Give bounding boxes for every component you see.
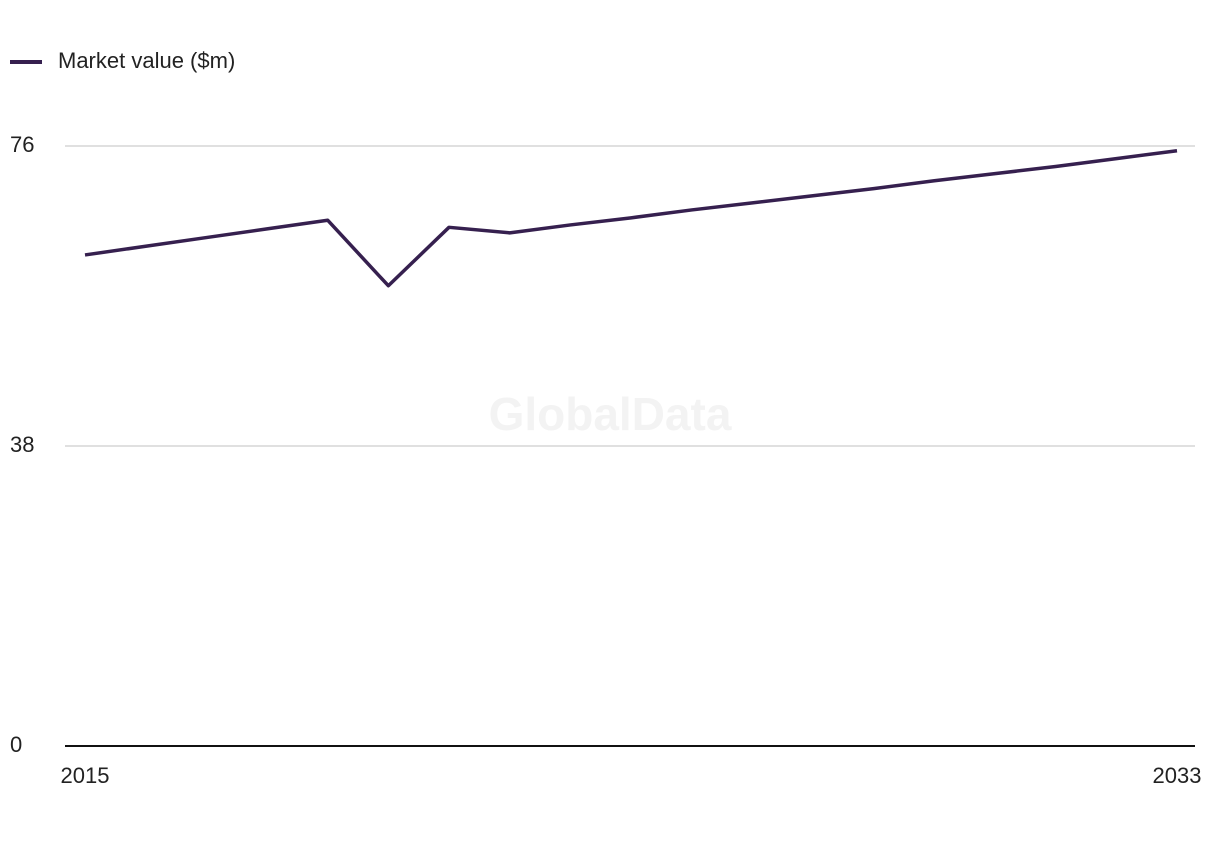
data-line: [84, 149, 1178, 288]
legend-label: Market value ($m): [58, 48, 235, 73]
y-tick-label: 0: [10, 732, 22, 757]
watermark: GlobalData: [489, 388, 732, 440]
x-tick-label: 2015: [61, 763, 110, 788]
y-tick-label: 38: [10, 432, 34, 457]
x-tick-label: 2033: [1153, 763, 1202, 788]
y-tick-label: 76: [10, 132, 34, 157]
